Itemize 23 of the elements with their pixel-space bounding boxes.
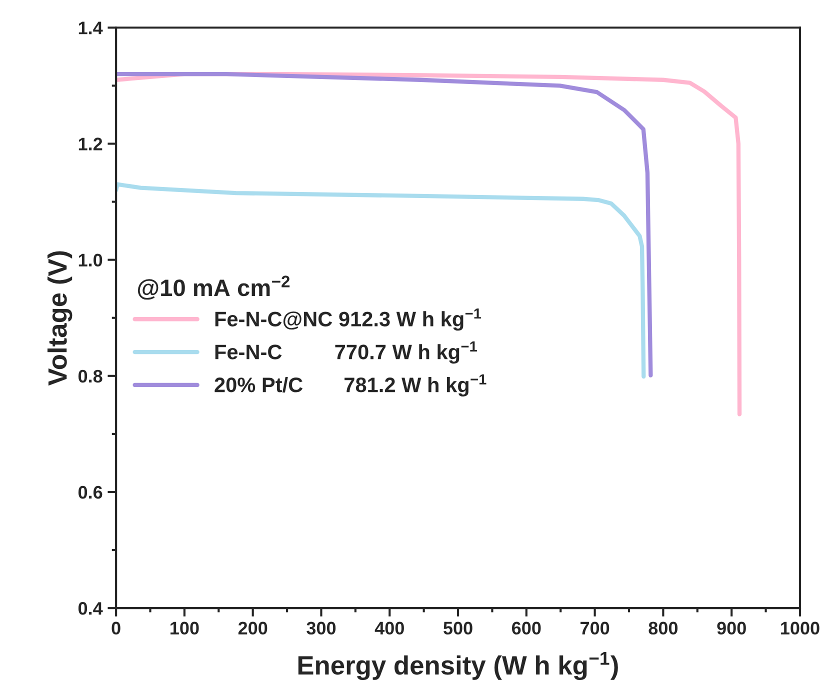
x-tick-label: 0 (112, 622, 120, 635)
y-tick-label: 0.8 (78, 370, 102, 383)
x-tick-label: 600 (512, 622, 541, 635)
annotation: @10 mA cm$^{−2}$ (138, 276, 290, 300)
x-tick-label: 100 (170, 622, 199, 635)
x-tick-label: 500 (444, 622, 472, 635)
y-axis-title: Voltage (V) (48, 251, 72, 386)
y-tick-label: 1.2 (78, 138, 102, 150)
x-tick-label: 900 (717, 622, 746, 635)
legend-label: 20% Pt/C 781.2 W h kg$^{−1}$ (214, 374, 486, 397)
x-tick-label: 700 (580, 622, 610, 635)
y-tick-label: 1.0 (78, 254, 102, 267)
x-tick-label: 1000 (781, 622, 820, 635)
y-tick-label: 0.4 (78, 602, 103, 615)
x-tick-label: 800 (648, 622, 678, 635)
y-tick-label: 0.6 (78, 486, 102, 499)
legend-label: Fe-N-C 770.7 W h kg$^{−1}$ (215, 341, 477, 364)
x-axis-title: Energy density (W h kg$^{−1}$) (298, 652, 618, 680)
y-tick-label: 1.4 (78, 22, 103, 34)
legend-label: Fe-N-C@NC 912.3 W h kg$^{−1}$ (215, 308, 482, 331)
x-tick-label: 200 (238, 622, 268, 635)
x-tick-label: 400 (374, 622, 404, 635)
x-tick-label: 300 (306, 622, 336, 635)
